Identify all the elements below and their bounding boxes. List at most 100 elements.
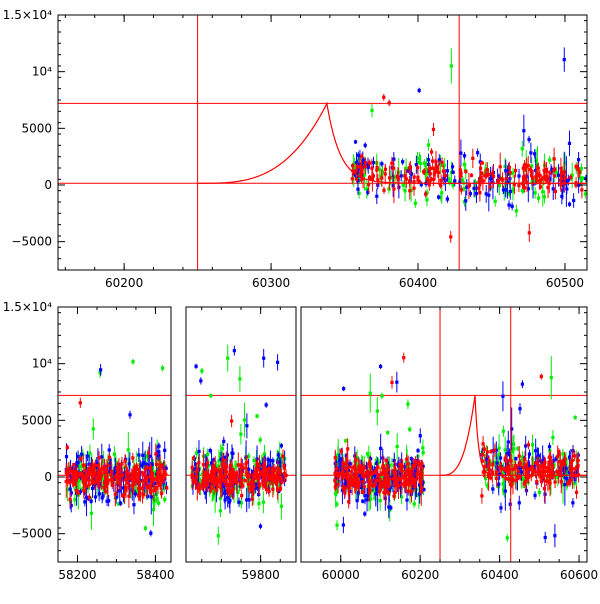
panel2-point-r bbox=[398, 463, 403, 467]
panel2-point-r bbox=[273, 479, 278, 483]
panel2-point-r bbox=[535, 479, 539, 484]
panel2-point-r bbox=[555, 470, 559, 474]
panel2-point-g bbox=[131, 360, 135, 364]
panel2-point-g bbox=[417, 494, 421, 498]
panel2-point-r bbox=[393, 481, 397, 485]
panel2-point-r bbox=[350, 470, 354, 474]
panel2-point-g bbox=[496, 455, 500, 460]
panel2-point-r bbox=[201, 479, 205, 483]
panel1-point-r bbox=[441, 169, 445, 173]
panel2-point-b bbox=[247, 467, 251, 471]
panel2-point-g bbox=[116, 502, 121, 506]
panel2-point-b bbox=[397, 482, 401, 486]
panel2-point-r bbox=[514, 464, 518, 468]
panel1-point-b bbox=[414, 163, 418, 167]
panel2-point-r bbox=[245, 474, 250, 478]
panel2-point-b bbox=[364, 465, 368, 469]
panel1-point-r bbox=[459, 188, 463, 192]
panel1-point-b bbox=[564, 179, 568, 184]
panel2-point-b bbox=[268, 459, 273, 463]
panel2-point-r bbox=[71, 471, 75, 476]
panel2-point-b bbox=[262, 356, 266, 360]
panel2-point-g bbox=[486, 484, 490, 488]
panel2-point-r bbox=[405, 457, 409, 461]
panel2-point-r bbox=[93, 480, 97, 484]
panel2-point-r bbox=[248, 473, 252, 477]
panel2-point-g bbox=[129, 490, 133, 494]
panel2-point-r bbox=[379, 484, 383, 488]
panel2-point-g bbox=[277, 463, 281, 467]
panel2-xtick-label: 60200 bbox=[401, 568, 439, 582]
panel2-point-g bbox=[565, 472, 569, 476]
panel1-point-b bbox=[484, 192, 488, 196]
panel2-point-r bbox=[544, 479, 548, 483]
panel2-point-r bbox=[333, 456, 337, 460]
panel1-point-r bbox=[480, 161, 484, 165]
panel2-point-b bbox=[86, 475, 90, 479]
panel2-point-r bbox=[249, 480, 253, 484]
panel2-point-r bbox=[370, 471, 375, 475]
panel2-point-r bbox=[398, 466, 402, 471]
panel1-point-g bbox=[451, 183, 455, 187]
panel2-point-b bbox=[76, 454, 80, 459]
panel2-point-r bbox=[131, 484, 135, 488]
panel2-point-r bbox=[566, 481, 570, 486]
panel2-point-r bbox=[570, 458, 575, 463]
panel1-xtick-label: 60200 bbox=[105, 276, 143, 290]
panel1-point-r bbox=[464, 169, 468, 174]
panel2-point-r bbox=[392, 477, 396, 481]
panel2-point-r bbox=[407, 482, 411, 486]
panel2-point-g bbox=[234, 464, 238, 468]
panel2-point-r bbox=[98, 470, 102, 474]
panel2-point-b bbox=[208, 449, 212, 453]
panel2-point-b bbox=[524, 444, 528, 448]
panel2-point-r bbox=[217, 478, 221, 482]
panel2-point-g bbox=[367, 455, 371, 459]
panel2-point-r bbox=[341, 462, 345, 466]
panel2-point-r bbox=[158, 466, 162, 470]
panel2-point-r bbox=[159, 479, 163, 483]
panel2-point-r bbox=[66, 479, 70, 483]
panel2-point-r bbox=[131, 456, 135, 460]
panel1-point-g bbox=[520, 147, 524, 151]
panel2-point-r bbox=[551, 464, 555, 468]
panel2-point-b bbox=[69, 503, 73, 508]
panel2-point-r bbox=[384, 473, 388, 477]
panel1-point-r bbox=[439, 184, 443, 188]
panel1-point-r bbox=[490, 172, 494, 176]
panel1-point-r bbox=[388, 176, 392, 180]
panel2-point-r bbox=[362, 466, 366, 470]
panel2-point-r bbox=[412, 464, 416, 468]
panel2-point-r bbox=[406, 489, 410, 494]
panel2-point-b bbox=[567, 470, 571, 474]
panel2-point-r bbox=[239, 465, 243, 469]
panel2-point-b bbox=[378, 364, 383, 369]
panel2-point-b bbox=[543, 492, 547, 496]
panel2-point-r bbox=[115, 476, 119, 480]
panel2-point-g bbox=[218, 454, 222, 458]
panel1-xtick-label: 60300 bbox=[252, 276, 290, 290]
panel2-point-b bbox=[421, 464, 425, 468]
panel1-point-r bbox=[469, 173, 474, 177]
panel2-point-g bbox=[209, 394, 213, 398]
panel1-point-b bbox=[397, 185, 401, 189]
panel2-point-r bbox=[210, 475, 214, 479]
panel1-point-g bbox=[462, 187, 466, 191]
panel2-point-g bbox=[163, 497, 167, 502]
panel2-point-r bbox=[522, 465, 526, 470]
panel1-point-b bbox=[356, 153, 360, 157]
panel2-point-b bbox=[409, 457, 413, 461]
panel1-point-r bbox=[412, 186, 416, 190]
panel2-point-b bbox=[379, 446, 383, 450]
panel2-point-b bbox=[116, 483, 120, 487]
panel2-point-r bbox=[124, 478, 128, 482]
panel1-point-b bbox=[437, 195, 441, 199]
panel2-point-b bbox=[90, 486, 95, 490]
panel2-point-r bbox=[335, 472, 339, 476]
panel2-point-g bbox=[155, 493, 159, 497]
panel1-point-r bbox=[534, 174, 538, 179]
panel1-point-g bbox=[440, 191, 444, 195]
panel2-point-r bbox=[350, 482, 354, 486]
panel2-point-b bbox=[417, 483, 422, 487]
panel2-point-r bbox=[116, 480, 121, 484]
